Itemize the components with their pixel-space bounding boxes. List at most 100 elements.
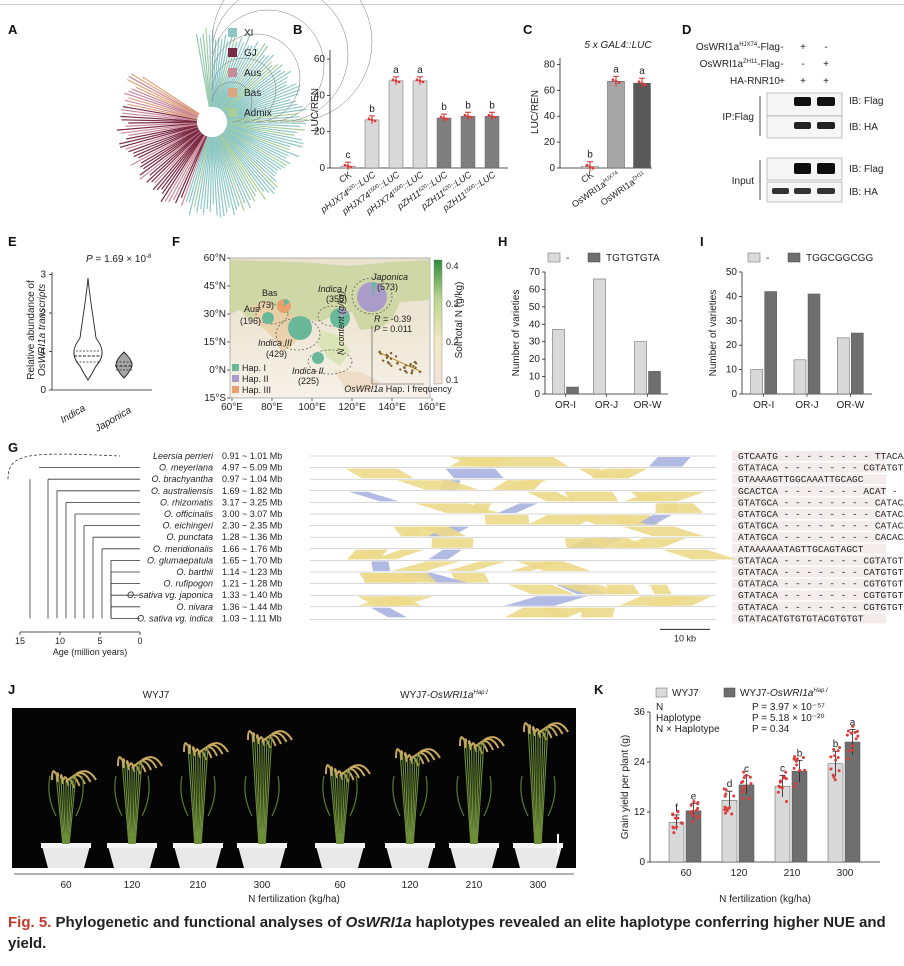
plant-leaf bbox=[207, 775, 216, 817]
tree-branch bbox=[139, 130, 201, 176]
chart-k-letter: f bbox=[675, 803, 678, 814]
synteny-ribbon bbox=[507, 584, 576, 595]
chart-k-letter: d bbox=[727, 779, 733, 790]
sequence-row-bg bbox=[732, 451, 886, 461]
blot-band bbox=[817, 122, 835, 129]
chart-k-x-tick-label: 120 bbox=[731, 868, 748, 879]
plant-pot-rim bbox=[41, 843, 91, 848]
chart-b-point bbox=[391, 78, 395, 82]
map-lon-label: 120°E bbox=[338, 402, 366, 413]
sequence-text: GTATACATGTGTGTACGTGTGT bbox=[738, 613, 864, 624]
tree-branch bbox=[209, 137, 213, 212]
tree-branch bbox=[161, 134, 204, 195]
tree-legend: XI GJ Aus Bas Admix bbox=[228, 28, 272, 119]
inset-point bbox=[394, 355, 398, 358]
chart-i-bar bbox=[837, 337, 850, 395]
tree-branch bbox=[223, 131, 278, 175]
tree-arc bbox=[211, 0, 373, 123]
caption-fig-number: Fig. 5. bbox=[8, 914, 52, 931]
tree-branch bbox=[152, 133, 203, 191]
blot-ib-ha-1: IB: HA bbox=[849, 122, 878, 133]
chart-i: 0 10 20 30 40 50 Number of varieties - TGGCGGCGG… bbox=[708, 252, 873, 411]
plant-stem bbox=[67, 777, 72, 845]
chart-i-bar bbox=[793, 359, 807, 395]
chart-k-point bbox=[674, 825, 678, 829]
chart-k-point bbox=[673, 816, 677, 820]
plant-stem bbox=[540, 725, 549, 845]
plant-stem bbox=[474, 745, 478, 845]
plant-pot bbox=[238, 846, 286, 868]
plant-stem bbox=[470, 745, 474, 845]
chart-k-letter: b bbox=[833, 739, 839, 750]
chart-b: 0204060LUC/RENcCKbpHJX74620::LUCapHJX741… bbox=[310, 50, 508, 217]
chart-b-letter: b bbox=[441, 102, 447, 113]
inset-point bbox=[386, 354, 389, 358]
plant-panicle bbox=[75, 770, 97, 781]
tree-branch bbox=[139, 130, 201, 180]
chart-k-letter: c bbox=[744, 764, 749, 775]
sequence-row-bg bbox=[732, 509, 886, 519]
blot-band bbox=[772, 188, 789, 194]
chart-c-y-label: LUC/REN bbox=[530, 90, 541, 134]
photo-n-label: 60 bbox=[334, 880, 346, 891]
inset-stat-p: P = 0.011 bbox=[374, 324, 412, 334]
tree-branch bbox=[216, 136, 245, 212]
tree-branch bbox=[122, 112, 197, 122]
panel-label-f: F bbox=[172, 234, 180, 249]
synteny-ribbon bbox=[662, 549, 737, 560]
chart-b-letter: a bbox=[393, 65, 399, 76]
blot-sign: + bbox=[823, 59, 829, 70]
chart-h-y-tick-label: 30 bbox=[529, 337, 541, 348]
photo-n-label: 210 bbox=[190, 880, 207, 891]
chart-k-point bbox=[833, 778, 837, 782]
tree-branch bbox=[223, 69, 282, 114]
plant-stem bbox=[476, 739, 485, 845]
tree-branch bbox=[146, 131, 202, 183]
pie-indica-ii bbox=[312, 352, 324, 364]
genomic-range-label: 4.97 ~ 5.09 Mb bbox=[222, 463, 282, 473]
chart-b-point bbox=[418, 79, 422, 83]
tree-branch bbox=[220, 133, 265, 192]
tree-branch bbox=[128, 121, 197, 124]
plant-leaf bbox=[244, 775, 253, 817]
plant-panicle bbox=[56, 772, 60, 783]
chart-b-y-tick-label: 40 bbox=[314, 90, 326, 101]
tree-arc bbox=[211, 57, 277, 123]
figure-caption: Fig. 5. Phylogenetic and functional anal… bbox=[8, 912, 898, 954]
inset-point bbox=[390, 364, 393, 367]
chart-k-y-label: Grain yield per plant (g) bbox=[620, 735, 631, 840]
plant-panicle bbox=[346, 766, 366, 777]
blot-band bbox=[794, 188, 811, 194]
chart-k-point bbox=[691, 819, 695, 823]
plant-panicle bbox=[202, 746, 218, 757]
chart-b-y-tick-label: 20 bbox=[314, 127, 326, 138]
plant-stem bbox=[189, 747, 197, 845]
plant-panicle bbox=[252, 732, 256, 743]
chart-k-bar bbox=[685, 810, 702, 863]
genomic-range-label: 1.66 ~ 1.76 Mb bbox=[222, 544, 282, 554]
sequence-row-bg bbox=[732, 555, 886, 566]
blot-sign: - bbox=[824, 42, 827, 53]
inset-point bbox=[403, 366, 406, 370]
tree-branch bbox=[223, 63, 279, 113]
species-label: Leersia perrieri bbox=[153, 451, 214, 461]
tree-branch bbox=[130, 128, 199, 166]
map-lon-label: 60°E bbox=[221, 402, 243, 413]
chart-c-point bbox=[614, 79, 618, 83]
species-label: O. sativa vg. japonica bbox=[127, 590, 213, 600]
panel-label-h: H bbox=[498, 234, 507, 249]
photo-n-label: 60 bbox=[60, 880, 72, 891]
map-land-islands bbox=[334, 370, 380, 392]
plant-panicle bbox=[183, 742, 189, 753]
chart-k-point bbox=[743, 785, 747, 789]
tree-branch bbox=[211, 137, 215, 205]
chart-k-point bbox=[723, 794, 727, 798]
tree-branch bbox=[128, 90, 198, 118]
species-label: O. sativa vg. indica bbox=[137, 613, 213, 623]
plant-stem bbox=[527, 725, 536, 845]
chart-k-point bbox=[836, 755, 840, 759]
age-tick-label: 0 bbox=[137, 636, 142, 646]
map-label-aus-n: (196) bbox=[240, 316, 261, 326]
chart-c-point bbox=[585, 163, 589, 167]
chart-c-letter: a bbox=[613, 64, 619, 75]
